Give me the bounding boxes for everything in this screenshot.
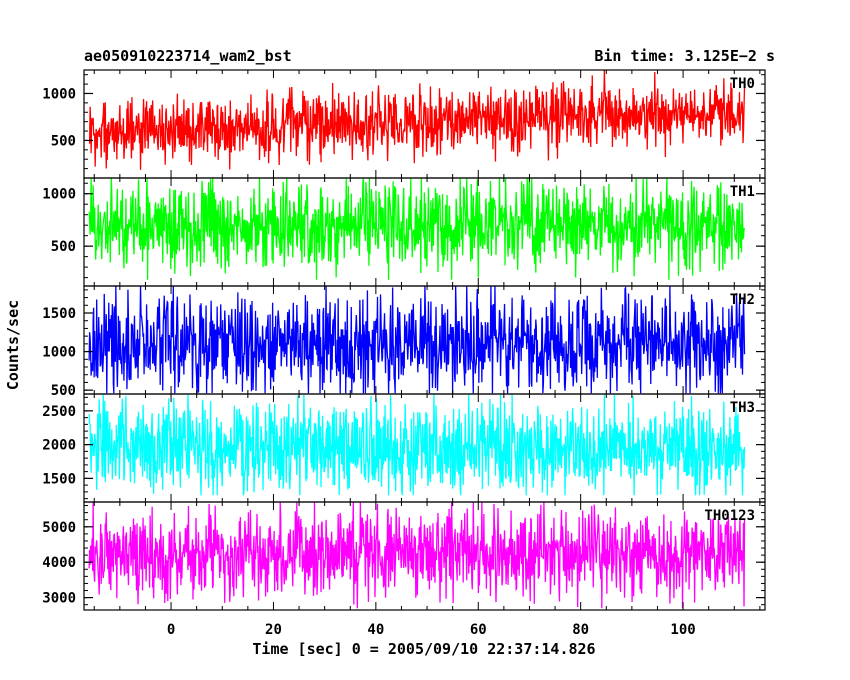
panel-th2: 500 1000 1500 TH2 [42,285,766,399]
series-label: TH0 [730,76,755,92]
panel-th0: 500 1000 TH0 [42,69,766,179]
bin-time-label: Bin time: 3.125E−2 s [594,47,775,65]
x-tick-label: 20 [265,622,282,638]
panel-th1: 500 1000 TH1 [42,177,766,287]
series-line-th0 [88,69,746,170]
y-tick-label: 2500 [42,404,76,420]
x-tick-label: 40 [367,622,384,638]
y-tick-label: 3000 [42,591,76,607]
x-axis-title: Time [sec] 0 = 2005/09/10 22:37:14.826 [252,640,595,658]
series-label: TH1 [730,184,755,200]
y-tick-label: 5000 [42,520,76,536]
series-line-th0123 [88,501,746,609]
x-tick-label: 60 [470,622,487,638]
panel-th3: 1500 2000 2500 TH3 [42,393,766,503]
y-tick-label: 1500 [42,471,76,487]
x-tick-label: 80 [572,622,589,638]
series-label: TH2 [730,292,755,308]
series-label: TH3 [730,400,755,416]
y-tick-label: 500 [51,239,76,255]
panel-frame [83,501,766,611]
x-tick-label: 100 [670,622,695,638]
panel-th0123: 3000 4000 5000 TH0123 [42,501,766,611]
series-label: TH0123 [704,508,755,524]
y-tick-label: 2000 [42,438,76,454]
y-axis-title: Counts/sec [4,300,22,390]
series-line-th2 [88,285,746,394]
y-tick-label: 1000 [42,187,76,203]
y-tick-label: 1000 [42,86,76,102]
chart-title: ae050910223714_wam2_bst [84,47,292,65]
y-tick-label: 500 [51,383,76,399]
y-tick-label: 4000 [42,555,76,571]
x-axis: 0 20 40 60 80 100 [167,622,696,638]
y-tick-label: 500 [51,133,76,149]
series-line-th3 [88,393,746,496]
series-line-th1 [88,177,746,280]
x-tick-label: 0 [167,622,175,638]
y-tick-label: 1000 [42,345,76,361]
panel-stack: 500 1000 TH0 500 1000 TH1 500 1000 1500 TH2 1500 20… [42,69,766,611]
y-tick-label: 1500 [42,306,76,322]
